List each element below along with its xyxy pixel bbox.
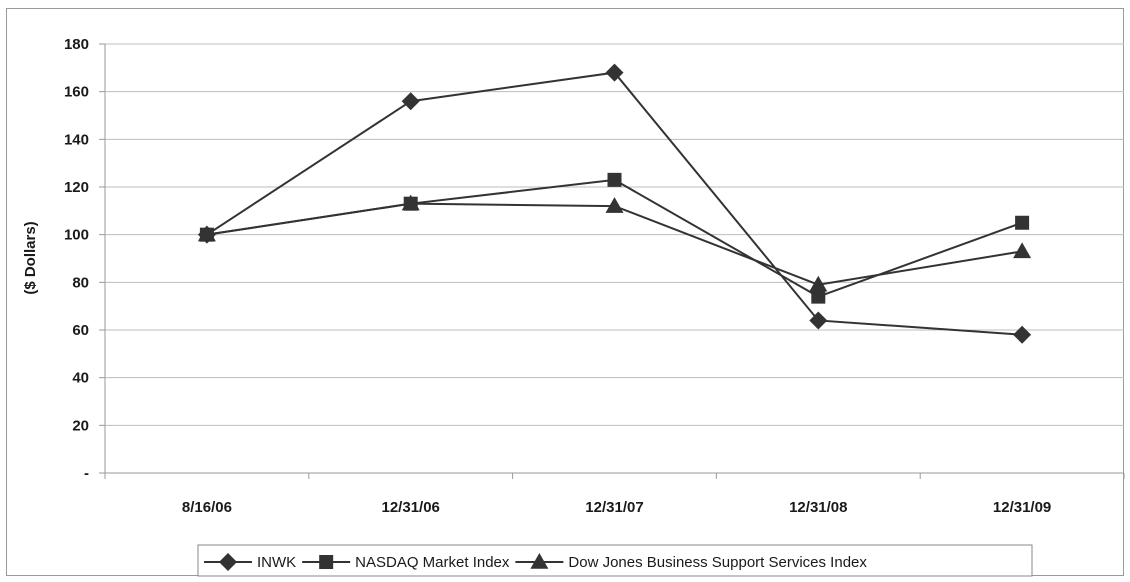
data-point-triangle — [197, 225, 216, 242]
data-point-square — [1015, 215, 1030, 230]
x-tick-label: 12/31/06 — [382, 499, 440, 516]
data-point-triangle — [605, 197, 624, 213]
series-line-triangle — [206, 202, 1023, 286]
x-tick-label: 12/31/08 — [789, 499, 847, 516]
legend-label: INWK — [257, 554, 296, 571]
legend-triangle-icon — [530, 553, 549, 569]
legend-box — [197, 544, 1033, 577]
chart-frame — [6, 8, 1124, 576]
legend-label: NASDAQ Market Index — [355, 554, 510, 571]
y-tick-label: 180 — [64, 36, 89, 53]
data-point-diamond — [809, 311, 828, 330]
y-tick-label: 40 — [72, 370, 89, 387]
y-tick-label: 80 — [72, 274, 89, 291]
y-axis-title: ($ Dollars) — [22, 221, 39, 294]
data-point-triangle — [1013, 242, 1032, 259]
data-point-square — [811, 289, 826, 304]
data-point-diamond — [605, 63, 624, 82]
y-tick-label: 160 — [64, 84, 89, 101]
legend-diamond-icon — [219, 553, 237, 571]
x-tick-label: 12/31/07 — [585, 499, 643, 516]
y-tick-label: 120 — [64, 179, 89, 196]
data-point-diamond — [1013, 325, 1032, 344]
data-point-triangle — [809, 275, 828, 292]
y-tick-label: 60 — [72, 322, 89, 339]
legend-label: Dow Jones Business Support Services Inde… — [568, 554, 867, 571]
data-point-diamond — [401, 92, 420, 111]
x-tick-label: 12/31/09 — [993, 499, 1051, 516]
y-tick-label: 100 — [64, 227, 89, 244]
data-point-triangle — [401, 194, 420, 211]
x-tick-label: 8/16/06 — [182, 499, 232, 516]
y-tick-label: 20 — [72, 417, 89, 434]
legend-square-icon — [319, 555, 334, 569]
y-tick-label: 140 — [64, 131, 89, 148]
y-tick-label: - — [84, 465, 89, 482]
data-point-square — [607, 172, 622, 187]
